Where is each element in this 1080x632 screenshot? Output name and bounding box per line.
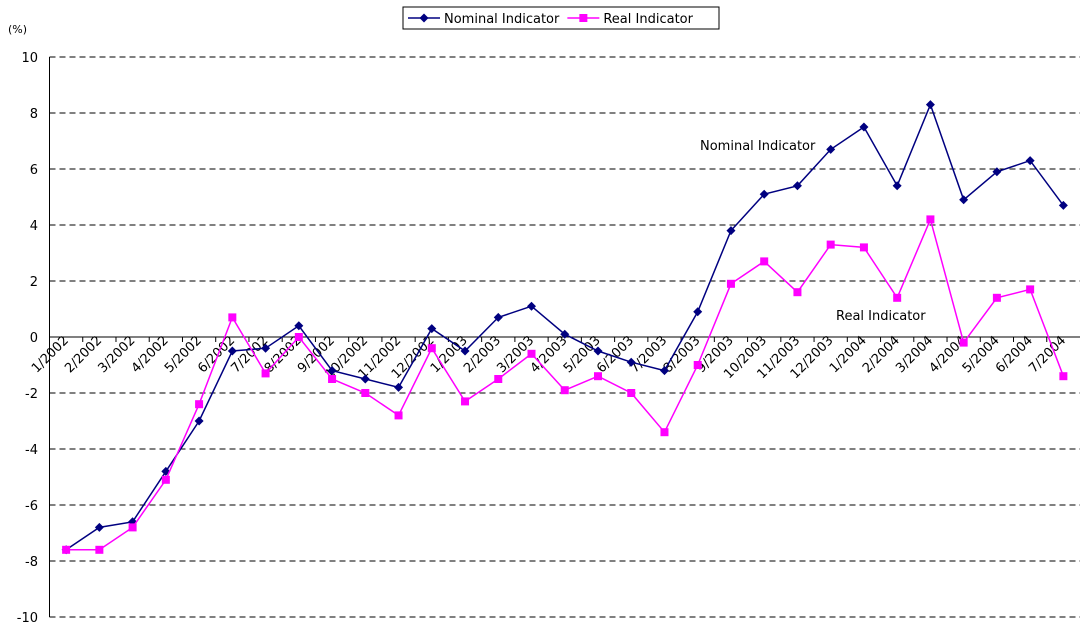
legend-box [402,6,720,30]
point [1025,156,1035,166]
point [726,279,735,288]
point [95,545,104,554]
point [759,189,769,199]
point [494,375,503,383]
point [892,181,902,191]
point [593,346,603,356]
point [195,400,204,409]
annotation: Real Indicator [836,309,926,324]
series-line [65,102,1064,551]
point [792,181,802,191]
y-tick-label: 6 [30,163,38,178]
point [992,293,1001,302]
y-tick-label: 8 [30,107,38,122]
point [460,346,470,356]
point [394,382,404,392]
point [1026,285,1035,294]
annotation: Nominal Indicator [700,139,816,154]
point [327,366,337,376]
point [527,301,537,311]
point [194,416,204,426]
y-tick-label: -8 [25,555,38,570]
y-tick-label: 0 [30,331,38,346]
point [859,122,869,132]
legend-label: Nominal Indicator [444,12,560,27]
point [760,257,769,266]
y-tick-label: 4 [30,219,38,234]
point [859,243,868,252]
point [427,344,436,353]
y-tick-label: -10 [17,611,38,626]
y-tick-label: -2 [25,387,38,402]
x-tick-label: 7/2004 [1026,333,1069,376]
point [394,411,403,420]
point [560,329,570,339]
point [660,428,669,437]
point [593,372,602,381]
y-tick-label: -6 [25,499,38,514]
point [493,312,503,322]
point [959,195,969,205]
point [1059,372,1068,381]
point [1058,200,1068,210]
point [793,288,802,297]
point [328,375,337,383]
point [360,374,370,384]
point [925,100,935,110]
point [826,144,836,154]
point [693,307,703,317]
point [926,215,935,224]
point [461,397,470,406]
point [427,324,437,334]
point [527,349,536,358]
point [893,293,902,302]
point [261,369,270,378]
point [294,321,304,331]
legend-label: Real Indicator [603,12,693,27]
point [560,386,569,395]
point [261,343,271,353]
point [228,313,237,322]
y-unit-label: (%) [8,23,27,36]
point [128,523,137,532]
point [227,346,237,356]
point [627,389,636,397]
point [62,545,71,554]
point [94,522,104,532]
y-tick-label: 10 [21,51,38,66]
point [294,333,303,341]
point [693,361,702,369]
point [726,226,736,236]
point [992,167,1002,177]
point [959,338,968,347]
legend: Nominal Indicator Real Indicator [402,6,720,30]
legend-marker [579,14,588,22]
y-tick-label: -4 [25,443,38,458]
y-tick-label: 2 [30,275,38,290]
point [626,357,636,367]
point [161,475,170,484]
legend-marker [419,13,429,23]
point [361,389,370,397]
point [826,240,835,249]
point [659,366,669,376]
